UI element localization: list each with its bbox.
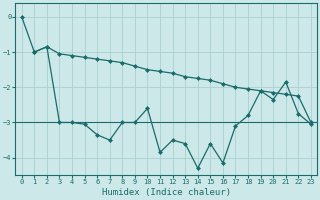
X-axis label: Humidex (Indice chaleur): Humidex (Indice chaleur) — [102, 188, 231, 197]
